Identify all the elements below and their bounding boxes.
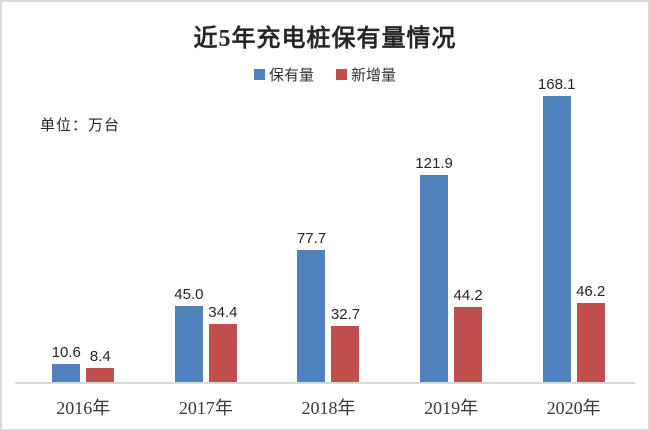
bar: 8.4 bbox=[86, 348, 115, 382]
legend-swatch-icon bbox=[336, 69, 347, 80]
x-axis-tick-label: 2020年 bbox=[546, 398, 601, 418]
x-axis-labels: 2016年 2017年 2018年 2019年 2020年 bbox=[15, 394, 635, 420]
bar-value-label: 10.6 bbox=[51, 343, 81, 361]
bar-group: 10.6 8.4 bbox=[22, 42, 145, 382]
bar: 34.4 bbox=[208, 304, 237, 382]
x-axis-tick-label: 2019年 bbox=[424, 398, 479, 418]
bar-value-label: 44.2 bbox=[453, 286, 483, 304]
legend-item-0: 保有量 bbox=[253, 64, 314, 85]
plot-area: 10.6 8.4 45.0 34.4 77.7 32.7 121.9 44.2 168.1 46.… bbox=[15, 42, 635, 382]
bar: 77.7 bbox=[297, 230, 326, 382]
x-axis-tick-label: 2016年 bbox=[56, 398, 111, 418]
bar-value-label: 121.9 bbox=[415, 154, 453, 172]
legend-swatch-icon bbox=[253, 69, 265, 80]
bar-value-label: 8.4 bbox=[89, 347, 111, 365]
legend-label: 保有量 bbox=[268, 68, 314, 84]
bar-value-label: 34.4 bbox=[208, 303, 238, 321]
bar: 10.6 bbox=[52, 344, 81, 382]
bar-value-label: 32.7 bbox=[330, 306, 361, 324]
unit-label: 单位：万台 bbox=[40, 118, 121, 134]
bar: 44.2 bbox=[453, 287, 483, 382]
chart-title: 近5年充电桩保有量情况 bbox=[193, 26, 457, 52]
x-axis-tick-label: 2018年 bbox=[301, 398, 356, 418]
bar-pair: 45.0 34.4 bbox=[174, 286, 237, 382]
bar-group: 168.1 46.2 bbox=[512, 42, 635, 382]
legend-label: 新增量 bbox=[351, 68, 397, 84]
x-axis-tick-label: 2017年 bbox=[178, 398, 233, 418]
bar: 45.0 bbox=[174, 286, 203, 382]
bar-value-label: 45.0 bbox=[174, 285, 204, 303]
bar-group: 121.9 44.2 bbox=[390, 42, 513, 382]
bar-value-label: 77.7 bbox=[296, 229, 327, 247]
bar-value-label: 46.2 bbox=[576, 283, 606, 301]
bar-group: 77.7 32.7 bbox=[267, 42, 390, 382]
bar-group: 45.0 34.4 bbox=[145, 42, 268, 382]
bar: 32.7 bbox=[331, 306, 360, 382]
x-axis-line bbox=[15, 382, 635, 384]
bar-pair: 77.7 32.7 bbox=[297, 230, 360, 382]
bar: 121.9 bbox=[415, 155, 453, 382]
bar-pair: 168.1 46.2 bbox=[538, 76, 605, 382]
bar-pair: 121.9 44.2 bbox=[415, 155, 483, 382]
bar: 46.2 bbox=[576, 283, 605, 382]
chart-legend: 保有量 新增量 bbox=[2, 64, 648, 85]
legend-item-1: 新增量 bbox=[336, 64, 396, 85]
bar-value-label: 168.1 bbox=[537, 76, 576, 94]
bar-pair: 10.6 8.4 bbox=[52, 344, 115, 382]
bar: 168.1 bbox=[538, 76, 575, 382]
